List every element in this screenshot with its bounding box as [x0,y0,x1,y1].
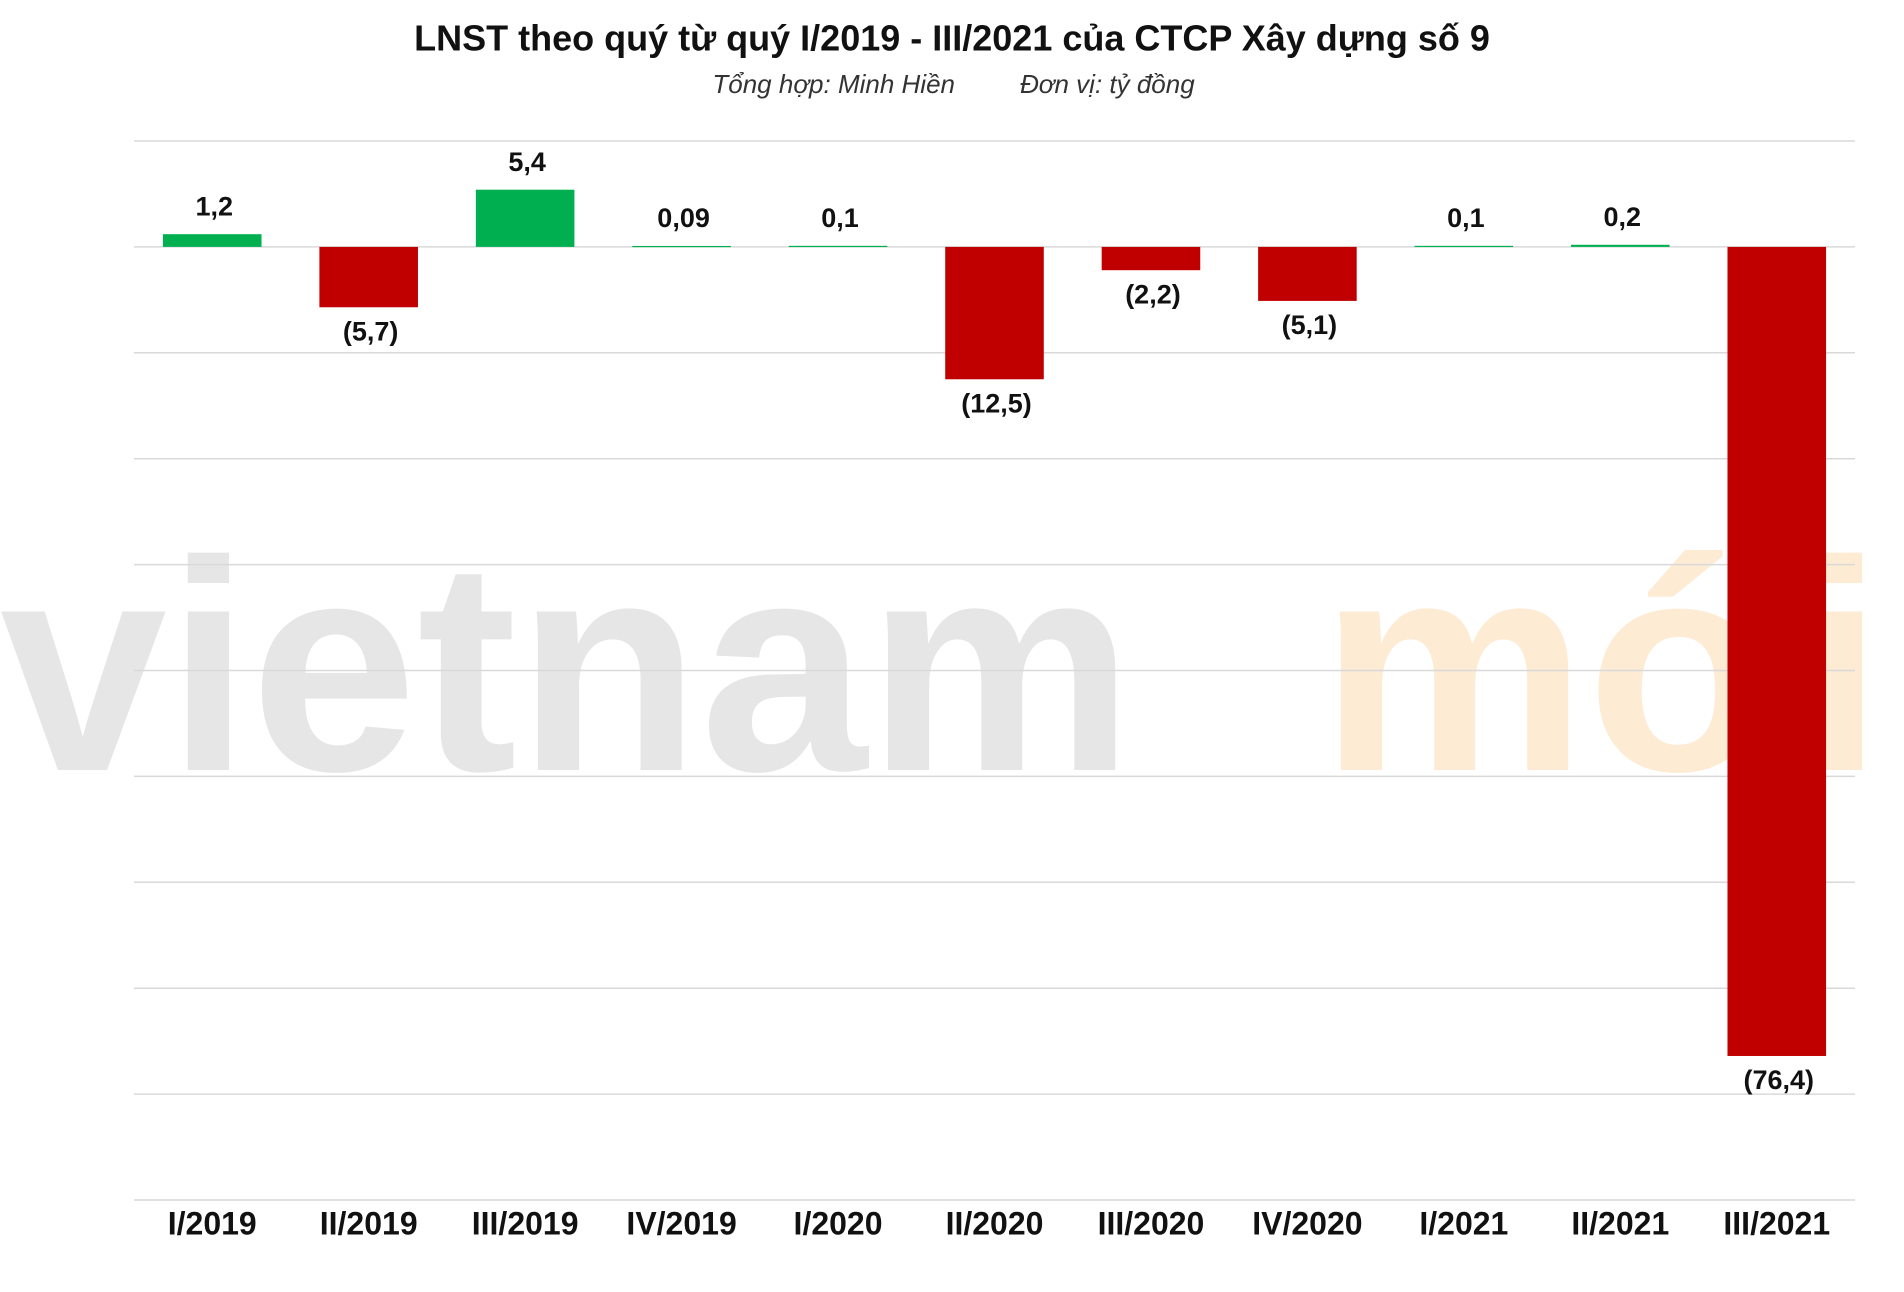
x-tick-label: III/2021 [1723,1205,1830,1241]
bar [632,245,731,248]
unit: Đơn vị: tỷ đồng [1020,69,1195,99]
x-tick-label: IV/2020 [1252,1205,1362,1241]
bar [1414,245,1514,248]
value-label: (12,5) [961,388,1032,418]
value-label: 5,4 [508,147,546,177]
bar [162,234,262,247]
value-label: 1,2 [195,191,233,221]
x-tick-label: I/2020 [794,1205,883,1241]
value-label: (5,1) [1282,310,1338,340]
x-tick-label: II/2019 [320,1205,418,1241]
x-tick-label: III/2019 [472,1205,579,1241]
value-label: 0,1 [1447,203,1485,233]
bar [319,246,418,308]
bar [475,189,575,247]
value-label: 0,09 [657,203,710,233]
bar [788,245,888,248]
x-tick-label: I/2019 [168,1205,257,1241]
x-tick-label: III/2020 [1098,1205,1205,1241]
bar [1101,246,1201,271]
bar [1727,246,1827,1056]
bar [945,246,1044,380]
x-tick-label: I/2021 [1419,1205,1508,1241]
value-label: 0,1 [821,203,859,233]
source: Tổng hợp: Minh Hiền [712,69,955,99]
value-label: (5,7) [343,316,399,346]
x-tick-label: IV/2019 [626,1205,736,1241]
value-label: (2,2) [1125,279,1181,309]
watermark: vietnam [0,498,1134,834]
bar [1258,246,1357,301]
value-label: (76,4) [1743,1065,1814,1095]
chart-title: LNST theo quý từ quý I/2019 - III/2021 c… [414,18,1490,59]
bar [1571,244,1670,247]
x-tick-label: II/2021 [1571,1205,1669,1241]
x-tick-label: II/2020 [946,1205,1044,1241]
value-label: 0,2 [1604,202,1642,232]
